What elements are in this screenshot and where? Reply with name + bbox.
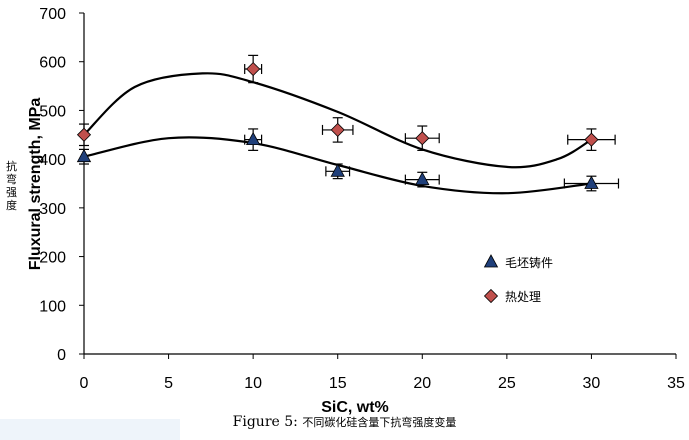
x-tick-label: 25 [498, 375, 516, 392]
x-tick-label: 0 [80, 375, 89, 392]
caption-highlight [0, 419, 180, 440]
plot-axes [79, 12, 677, 359]
x-tick-label: 5 [164, 375, 173, 392]
x-tick-label: 10 [244, 375, 262, 392]
figure-caption: Figure 5: 不同碳化硅含量下抗弯强度变量 [0, 414, 689, 430]
y-tick-label: 500 [39, 103, 66, 120]
diamond-marker [584, 132, 599, 147]
y-tick-label: 600 [39, 55, 66, 72]
y-tick-label: 200 [39, 250, 66, 267]
triangle-marker [76, 148, 92, 163]
triangle-marker [584, 175, 599, 189]
diamond-marker [415, 131, 430, 146]
triangle-marker [245, 131, 261, 146]
y-tick-label: 0 [57, 347, 66, 364]
x-tick-label: 35 [667, 375, 685, 392]
x-axis-title: SiC, wt% [321, 399, 389, 416]
y-tick-label: 700 [39, 6, 66, 23]
legend-label: 热处理 [505, 290, 541, 304]
figure-number: Figure 5: [232, 414, 298, 430]
triangle-marker [330, 163, 345, 177]
figure-caption-text: 不同碳化硅含量下抗弯强度变量 [302, 416, 457, 429]
y-tick-label: 300 [39, 201, 66, 218]
legend-diamond-marker [483, 288, 499, 304]
trend-line-2 [83, 72, 592, 169]
y-tick-label: 400 [39, 152, 66, 169]
x-tick-label: 30 [583, 375, 601, 392]
error-bars [79, 54, 620, 192]
legend-label: 毛坯铸件 [505, 255, 553, 270]
x-tick-label: 20 [413, 375, 431, 392]
y-tick-labels: 0 100 200 300 400 500 600 700 [39, 6, 66, 364]
triangle-marker [415, 171, 430, 186]
diamond-marker [76, 127, 92, 142]
x-tick-labels: 0 5 10 15 20 25 30 35 [80, 375, 685, 392]
legend-triangle-marker [483, 254, 499, 268]
y-axis-title-chinese: 抗弯强度 [6, 160, 17, 212]
x-tick-label: 15 [329, 375, 347, 392]
diamond-marker [330, 122, 345, 137]
diamond-marker [246, 61, 261, 77]
y-axis-title: Fluxural strength, MPa [27, 98, 44, 271]
y-tick-label: 100 [39, 298, 66, 315]
data-points [76, 61, 599, 189]
